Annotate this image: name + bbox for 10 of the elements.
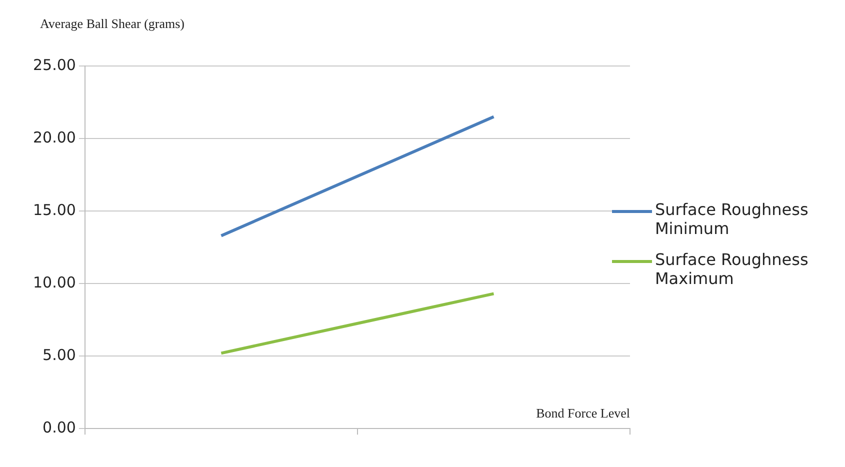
y-tick-label: 0.00 xyxy=(42,418,76,436)
y-tick-label: 5.00 xyxy=(42,346,76,364)
legend-label: Surface Roughness Maximum xyxy=(655,250,810,288)
legend-label: Surface Roughness Minimum xyxy=(655,200,810,238)
y-tick-label: 20.00 xyxy=(32,128,76,146)
y-tick-label: 15.00 xyxy=(32,200,76,219)
y-tick-label: 25.00 xyxy=(32,56,76,74)
y-axis-title: Average Ball Shear (grams) xyxy=(40,16,185,31)
y-tick-label: 10.00 xyxy=(32,273,76,292)
x-axis-title: Bond Force Level xyxy=(536,406,630,421)
